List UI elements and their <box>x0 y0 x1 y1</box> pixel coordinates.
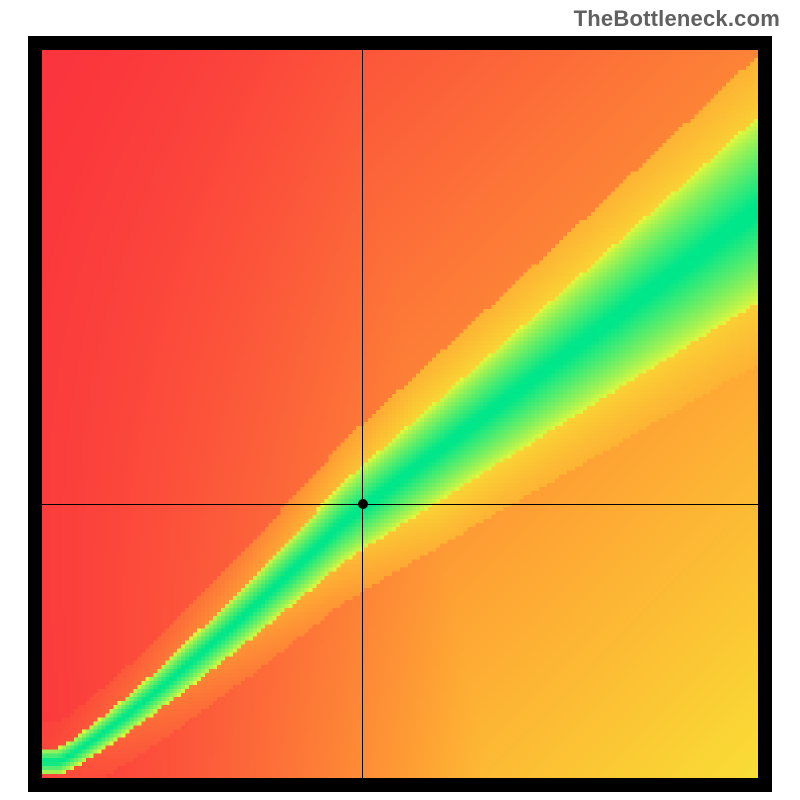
chart-container: TheBottleneck.com <box>0 0 800 800</box>
heatmap-canvas <box>42 50 758 778</box>
chart-frame <box>28 36 772 792</box>
attribution-text: TheBottleneck.com <box>574 6 780 32</box>
